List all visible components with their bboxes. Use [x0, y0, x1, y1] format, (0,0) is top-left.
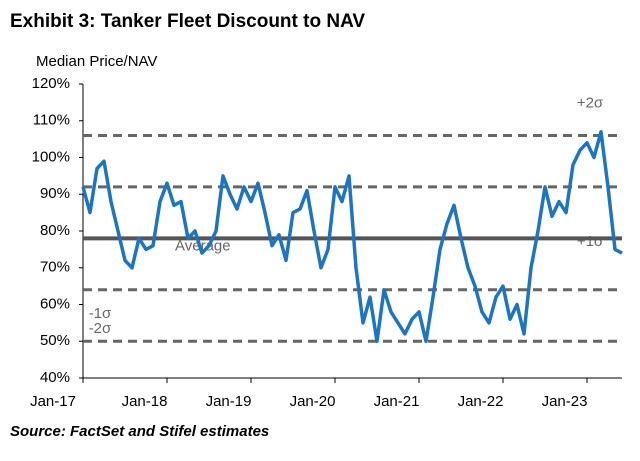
y-tick-label: 50%: [40, 332, 70, 349]
x-tick-label: Jan-21: [374, 393, 420, 410]
reference-label: -2σ: [89, 320, 112, 337]
x-tick-label: Jan-18: [122, 393, 168, 410]
reference-label: -1σ: [89, 305, 112, 322]
y-axis-label: Median Price/NAV: [36, 53, 157, 70]
x-tick-label: Jan-20: [290, 393, 336, 410]
y-tick-label: 40%: [40, 369, 70, 386]
reference-label: Average: [175, 237, 231, 254]
x-tick-label: Jan-17: [30, 393, 76, 410]
y-tick-label: 110%: [33, 112, 70, 129]
x-tick-label: Jan-23: [542, 393, 588, 410]
reference-label: +1σ: [577, 233, 604, 250]
y-tick-label: 80%: [40, 222, 70, 239]
reference-label: +2σ: [577, 94, 604, 111]
y-tick-label: 70%: [40, 259, 70, 276]
y-tick-label: 100%: [32, 148, 70, 165]
y-tick-label: 90%: [40, 185, 70, 202]
y-tick-label: 120%: [32, 75, 70, 92]
chart-title: Exhibit 3: Tanker Fleet Discount to NAV: [10, 11, 365, 32]
data-line: [81, 130, 623, 344]
source: Source: FactSet and Stifel estimates: [10, 423, 269, 440]
y-tick-label: 60%: [40, 295, 70, 312]
x-tick-label: Jan-19: [206, 393, 252, 410]
x-tick-label: Jan-22: [458, 393, 504, 410]
